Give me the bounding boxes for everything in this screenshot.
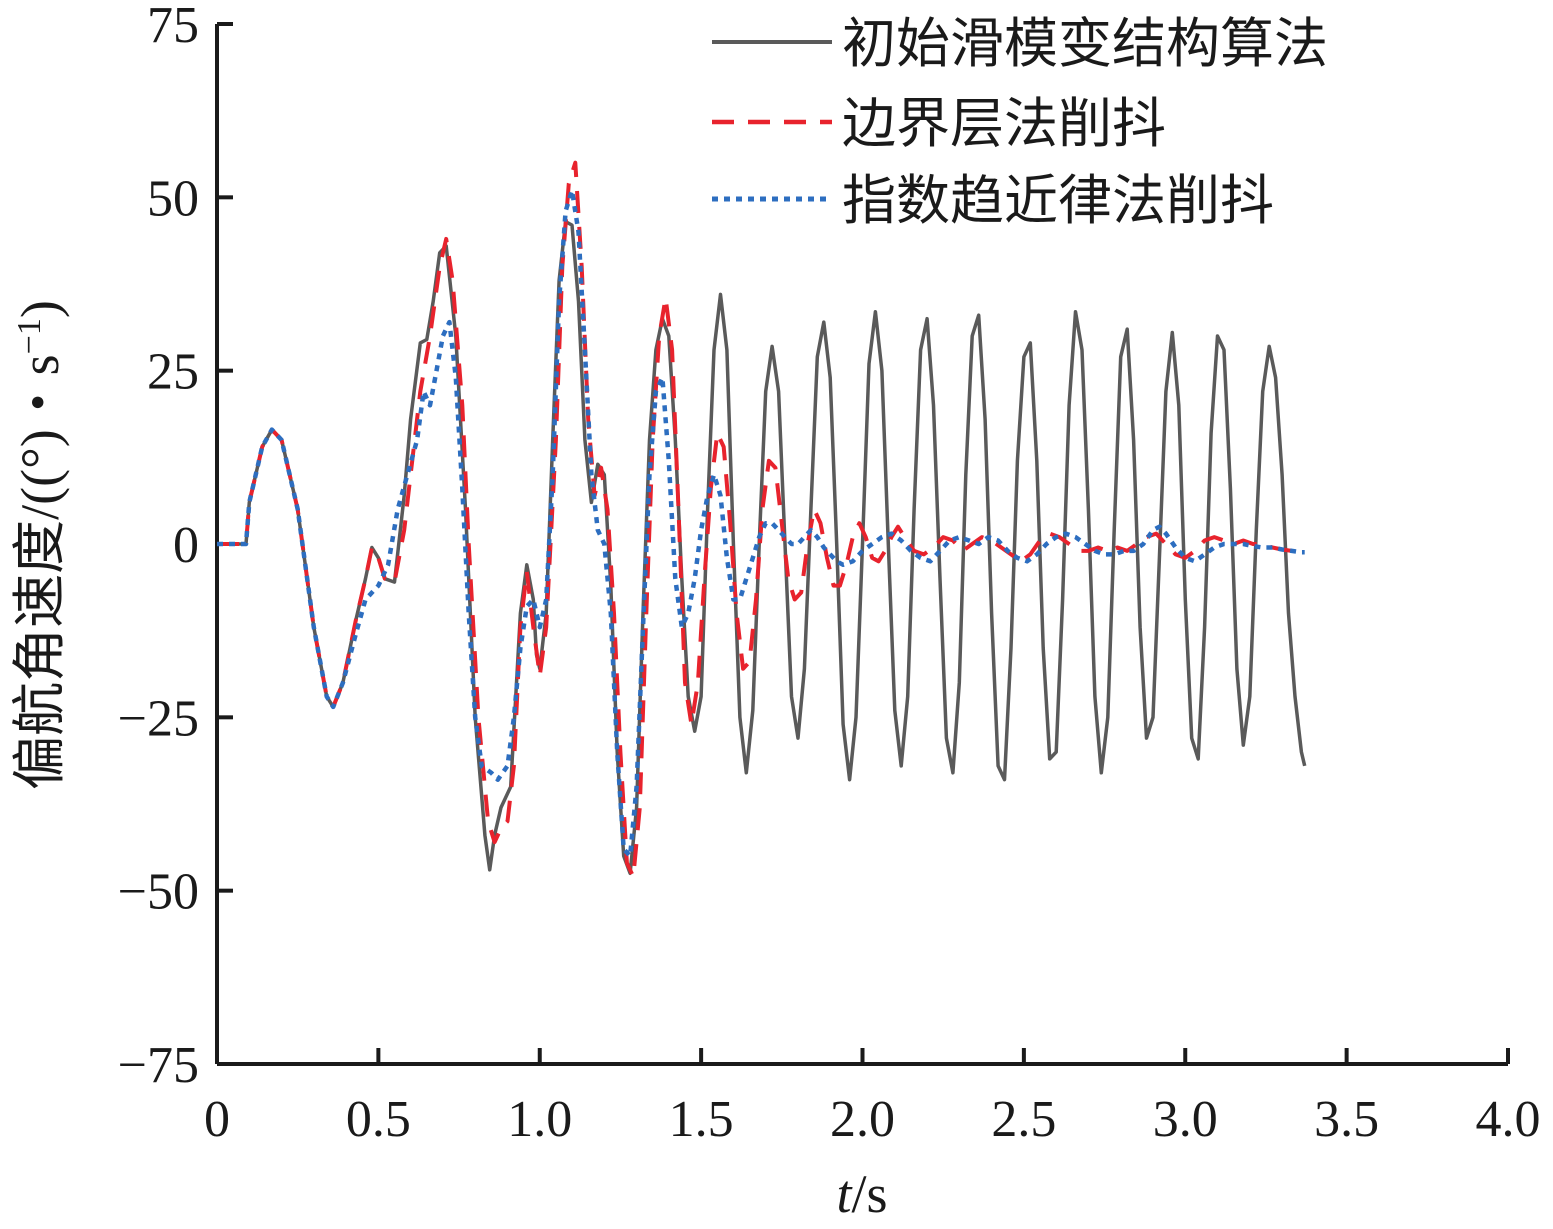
y-tick-label: 25 [147,344,199,401]
x-tick-label: 2.5 [991,1091,1056,1148]
legend-label-1: 初始滑模变结构算法 [842,14,1328,74]
x-tick-label: 2.0 [830,1091,895,1148]
x-axis-title-unit: /s [851,1164,887,1224]
x-tick-label: 0 [204,1091,230,1148]
y-axis-title-close: ) [10,300,70,318]
y-tick-label: 75 [147,0,199,54]
y-tick-label: −75 [118,1037,199,1094]
legend-label-2: 边界层法削抖 [842,94,1166,154]
y-tick-label: 0 [173,517,199,574]
x-tick-label: 3.0 [1153,1091,1218,1148]
x-tick-label: 1.0 [507,1091,572,1148]
y-tick-label: −25 [118,690,199,747]
y-axis-title-superscript: −1 [11,318,48,354]
x-axis-title: t/s [836,1164,887,1224]
x-tick-label: 1.5 [669,1091,734,1148]
y-axis-title-main: 偏航角速度/((°)・s [10,354,70,790]
x-tick-label: 3.5 [1314,1091,1379,1148]
legend-label-3: 指数趋近律法削抖 [842,171,1274,231]
y-tick-label: 50 [147,170,199,227]
x-tick-label: 0.5 [346,1091,411,1148]
y-axis-title: 偏航角速度/((°)・s−1) [10,300,70,790]
x-tick-label: 4.0 [1476,1091,1541,1148]
series-group [217,163,1305,877]
y-tick-label: −50 [118,864,199,921]
